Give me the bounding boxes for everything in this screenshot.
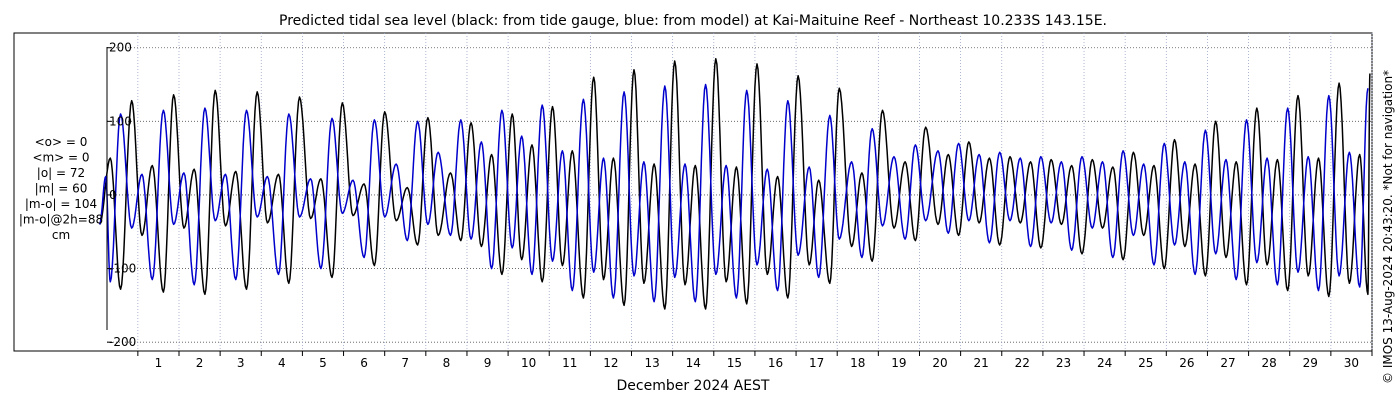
x-tick-label: 5 (319, 356, 327, 370)
plot-frame (13, 32, 1373, 352)
x-tick-label: 25 (1138, 356, 1153, 370)
x-tick-label: 27 (1220, 356, 1235, 370)
y-tick-label: -100 (109, 262, 136, 276)
x-tick-label: 8 (443, 356, 451, 370)
stat-line: |m-o| = 104 (25, 197, 97, 211)
x-tick-label: 1 (155, 356, 163, 370)
y-tick-label: 100 (109, 114, 132, 128)
x-tick-label: 15 (727, 356, 742, 370)
x-tick-label: 12 (603, 356, 618, 370)
stat-line: <o> = 0 (35, 135, 88, 149)
y-tick-label: 0 (109, 188, 117, 202)
x-tick-label: 26 (1179, 356, 1194, 370)
series-line-black (98, 58, 1371, 310)
chart-title: Predicted tidal sea level (black: from t… (279, 13, 1107, 29)
stat-line: <m> = 0 (32, 151, 89, 165)
x-tick-label: 3 (237, 356, 245, 370)
x-tick-label: 21 (974, 356, 989, 370)
stat-line: |m| = 60 (35, 182, 88, 196)
stat-line: |o| = 72 (37, 166, 85, 180)
stat-line: cm (52, 228, 70, 242)
y-tick-label: 200 (109, 41, 132, 55)
x-tick-label: 2 (196, 356, 204, 370)
x-tick-label: 23 (1056, 356, 1071, 370)
x-tick-label: 19 (891, 356, 906, 370)
x-tick-label: 10 (521, 356, 536, 370)
x-tick-label: 29 (1303, 356, 1318, 370)
x-tick-label: 11 (562, 356, 577, 370)
x-tick-label: 24 (1097, 356, 1112, 370)
x-tick-label: 18 (850, 356, 865, 370)
y-tick-label: -200 (109, 335, 136, 349)
stat-line: |m-o|@2h=88 (19, 213, 103, 227)
x-tick-label: 17 (809, 356, 824, 370)
x-tick-label: 14 (686, 356, 701, 370)
x-tick-label: 30 (1344, 356, 1359, 370)
statistics-panel: <o> = 0 <m> = 0|o| = 72 |m| = 60|m-o| = 10… (19, 135, 103, 242)
series-group (98, 58, 1371, 310)
series-line-blue (98, 83, 1369, 303)
x-tick-label: 22 (1015, 356, 1030, 370)
x-tick-label: 16 (768, 356, 783, 370)
x-tick-label: 6 (360, 356, 368, 370)
x-tick-label: 20 (932, 356, 947, 370)
x-tick-label: 4 (278, 356, 286, 370)
x-tick-label: 7 (401, 356, 409, 370)
x-tick-label: 28 (1262, 356, 1277, 370)
copyright-notice: © IMOS 13-Aug-2024 20:43:20. *Not for na… (1381, 70, 1395, 384)
x-tick-label: 9 (484, 356, 492, 370)
x-axis-label: December 2024 AEST (617, 378, 770, 394)
x-tick-label: 13 (644, 356, 659, 370)
